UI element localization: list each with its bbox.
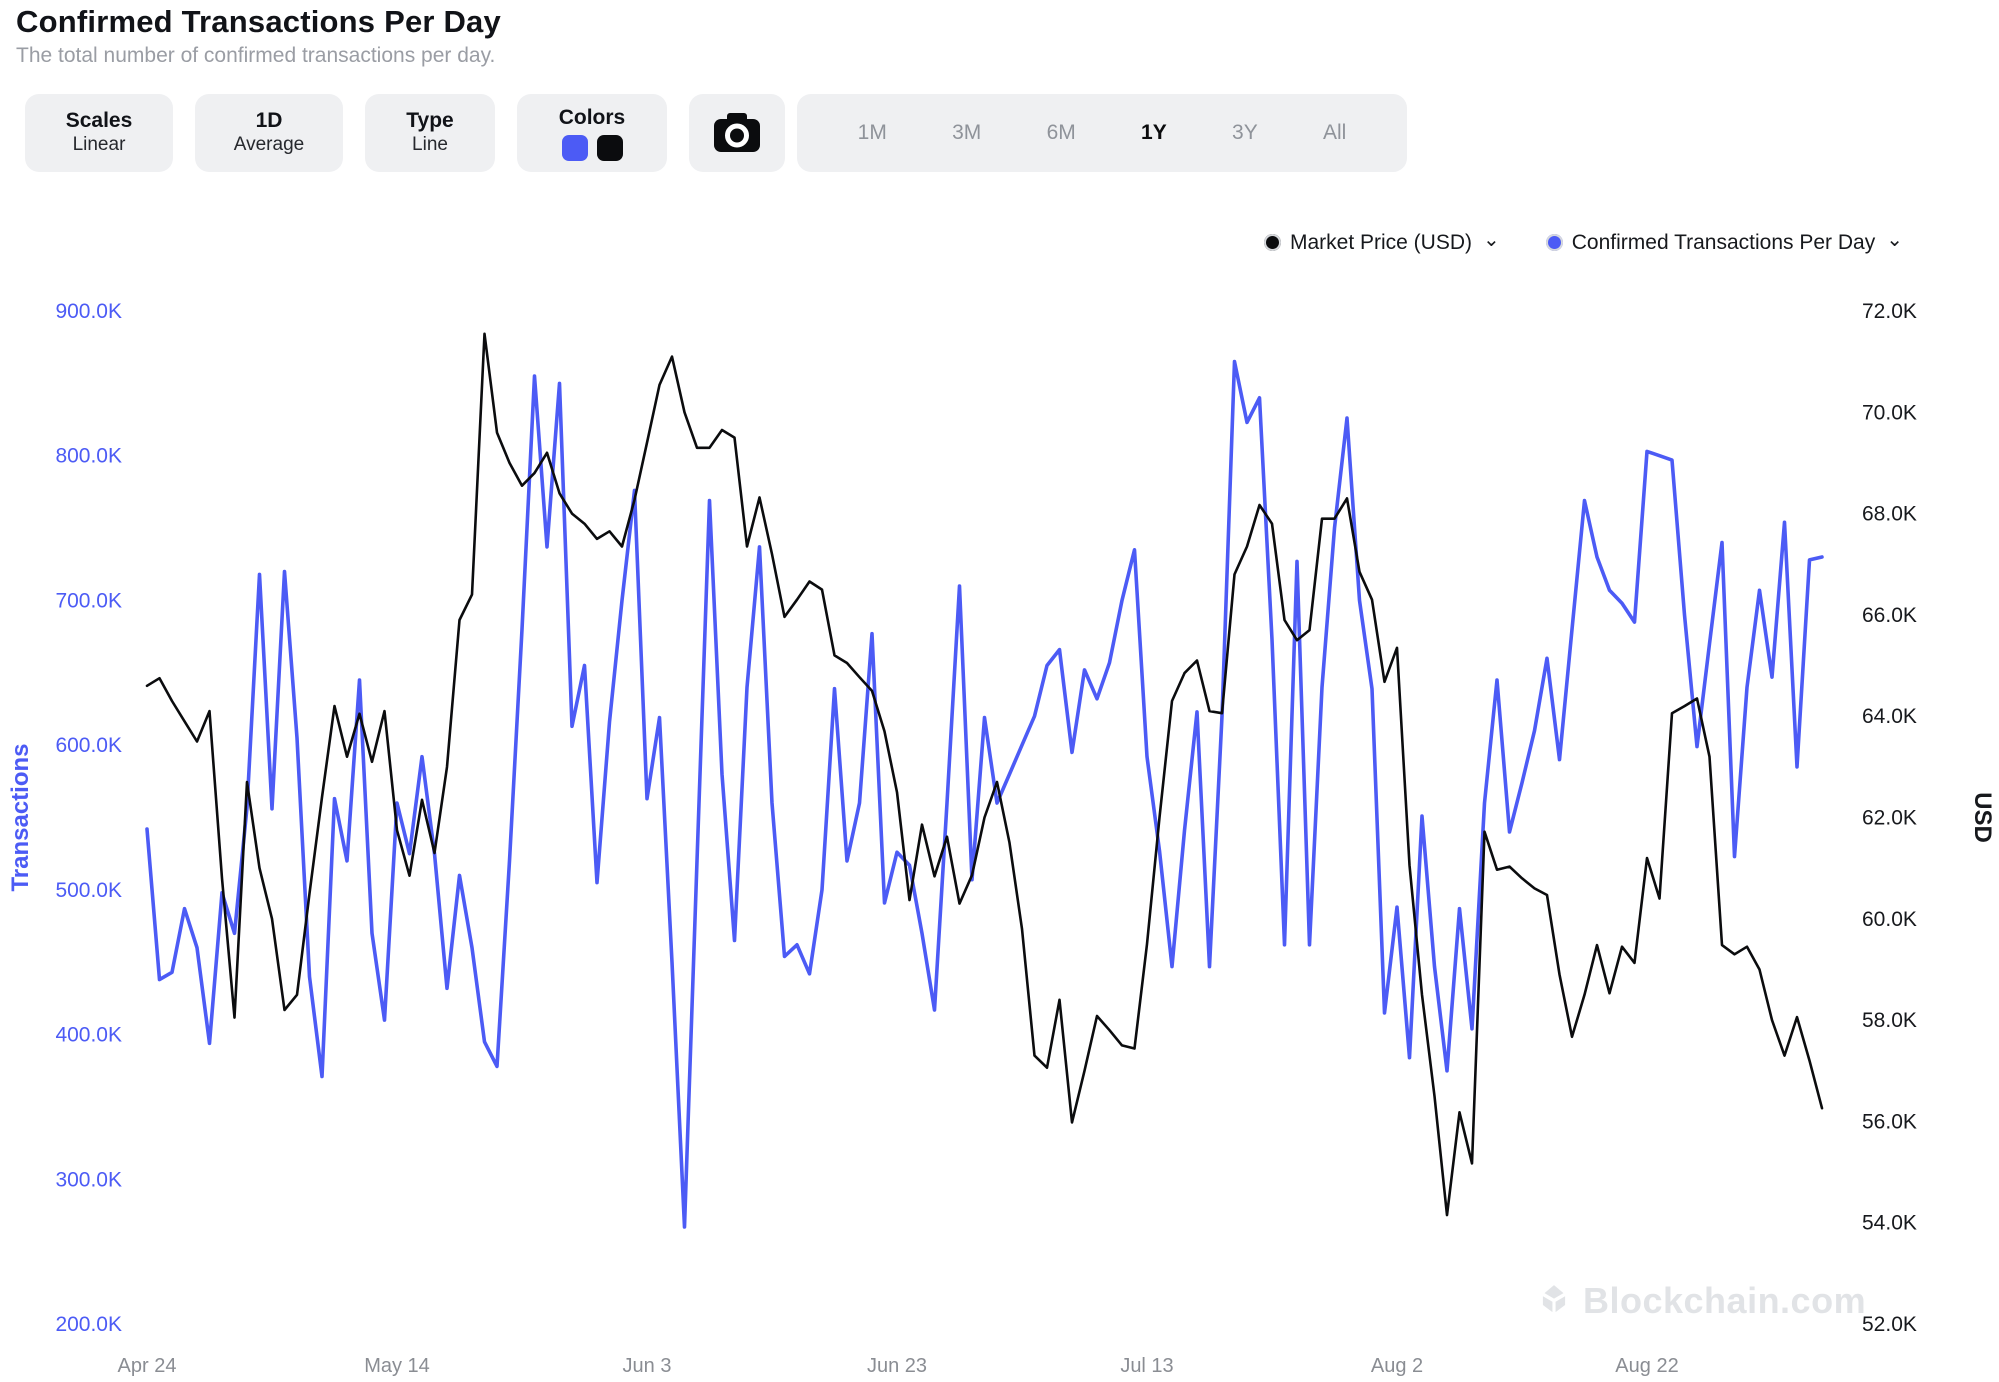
x-axis-tick-label: Jun 23	[867, 1355, 927, 1377]
chart-legend: Market Price (USD) ⌄ Confirmed Transaction…	[1263, 229, 1903, 255]
right-axis-tick-label: 64.0K	[1862, 705, 1917, 728]
black-color-swatch	[596, 134, 623, 161]
interval-value: Average	[233, 134, 305, 156]
colors-button[interactable]: Colors	[517, 94, 667, 172]
x-axis-tick-label: Aug 2	[1371, 1355, 1423, 1377]
right-axis-tick-label: 60.0K	[1862, 908, 1917, 931]
right-axis-title: USD	[1969, 792, 1996, 843]
screenshot-button[interactable]	[689, 94, 785, 172]
right-axis-tick-label: 70.0K	[1862, 401, 1917, 424]
interval-label: 1D	[255, 109, 283, 133]
left-axis-tick-label: 200.0K	[55, 1313, 122, 1336]
right-axis-tick-label: 54.0K	[1862, 1212, 1917, 1235]
legend-label: Confirmed Transactions Per Day	[1571, 230, 1876, 254]
left-axis-tick-label: 700.0K	[55, 589, 122, 612]
x-axis-tick-label: Apr 24	[118, 1355, 177, 1377]
left-axis-tick-label: 600.0K	[55, 734, 122, 757]
page-title: Confirmed Transactions Per Day	[16, 4, 501, 39]
x-axis-tick-label: May 14	[364, 1355, 430, 1377]
left-axis-tick-label: 500.0K	[55, 879, 122, 902]
chevron-down-icon: ⌄	[1886, 229, 1903, 251]
x-axis-tick-label: Aug 22	[1615, 1355, 1678, 1377]
legend-dot	[1545, 234, 1563, 251]
scales-button[interactable]: Scales Linear	[25, 94, 173, 172]
interval-button[interactable]: 1D Average	[195, 94, 343, 172]
left-axis-tick-label: 300.0K	[55, 1168, 122, 1191]
x-axis-tick-label: Jul 13	[1120, 1355, 1173, 1377]
legend-item-market-price[interactable]: Market Price (USD) ⌄	[1263, 229, 1500, 255]
right-axis-tick-label: 66.0K	[1862, 604, 1917, 627]
chart-toolbar: Scales Linear 1D Average Type Line Color…	[25, 94, 785, 172]
series-line-market-price	[145, 332, 1824, 1217]
colors-label: Colors	[558, 106, 626, 130]
left-axis-title: Transactions	[7, 743, 34, 891]
right-axis-tick-label: 52.0K	[1862, 1313, 1917, 1336]
chevron-down-icon: ⌄	[1483, 229, 1500, 251]
series-line-transactions	[145, 359, 1824, 1229]
type-value: Line	[412, 134, 448, 156]
time-range-all[interactable]: All	[1322, 121, 1347, 144]
scales-label: Scales	[65, 109, 133, 133]
color-swatches	[561, 134, 623, 161]
time-range-selector: 1M 3M 6M 1Y 3Y All	[797, 94, 1407, 172]
right-axis-tick-label: 58.0K	[1862, 1009, 1917, 1032]
legend-dot	[1263, 234, 1281, 251]
type-button[interactable]: Type Line	[365, 94, 495, 172]
time-range-1m[interactable]: 1M	[857, 121, 887, 144]
right-axis-tick-label: 56.0K	[1862, 1110, 1917, 1133]
left-axis-tick-label: 800.0K	[55, 445, 122, 468]
blue-color-swatch	[561, 134, 588, 161]
time-range-6m[interactable]: 6M	[1046, 121, 1076, 144]
x-axis-tick-label: Jun 3	[623, 1355, 672, 1377]
legend-label: Market Price (USD)	[1289, 230, 1472, 254]
time-range-1y[interactable]: 1Y	[1141, 121, 1167, 144]
right-axis-tick-label: 72.0K	[1862, 300, 1917, 323]
left-axis-tick-label: 900.0K	[55, 300, 122, 323]
right-axis-tick-label: 62.0K	[1862, 807, 1917, 830]
type-label: Type	[406, 109, 454, 133]
page-subtitle: The total number of confirmed transactio…	[16, 44, 496, 67]
left-axis-tick-label: 400.0K	[55, 1024, 122, 1047]
camera-icon	[714, 113, 760, 152]
right-axis-tick-label: 68.0K	[1862, 503, 1917, 526]
time-range-3m[interactable]: 3M	[952, 121, 982, 144]
scales-value: Linear	[72, 134, 126, 156]
time-range-3y[interactable]: 3Y	[1232, 121, 1258, 144]
legend-item-confirmed-transactions[interactable]: Confirmed Transactions Per Day ⌄	[1545, 229, 1903, 255]
